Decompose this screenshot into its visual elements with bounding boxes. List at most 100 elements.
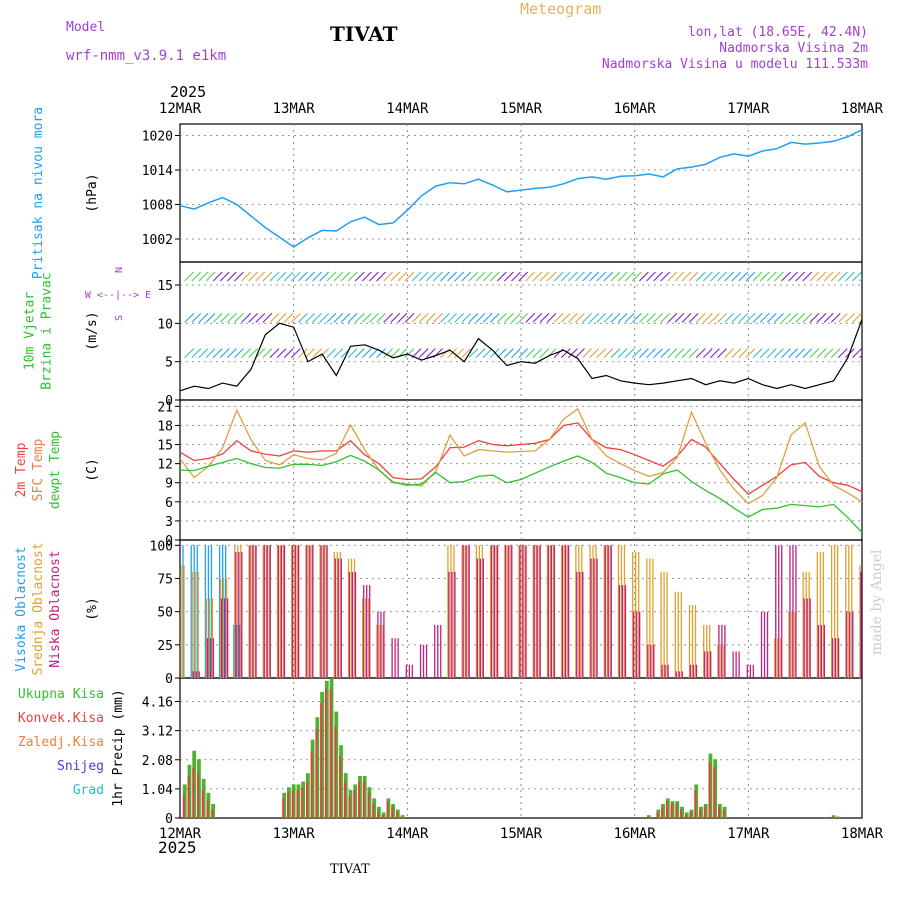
compass-row: W <--|--> E: [85, 290, 151, 301]
wind-barb: [397, 271, 408, 282]
wind-barb: [376, 348, 386, 359]
wind-barb: [859, 277, 862, 282]
wind-barb: [298, 271, 308, 282]
wind-barb: [326, 348, 337, 359]
panel-frame-temperature: [179, 399, 863, 541]
wind-barb: [418, 348, 429, 359]
precip-conv-bar: [718, 806, 720, 818]
wind-barb: [660, 271, 671, 282]
wind-barb: [361, 348, 372, 359]
model-label: Model: [66, 20, 106, 35]
wind-barb: [589, 271, 600, 282]
wind-barb: [525, 348, 536, 359]
wind-barb: [539, 271, 550, 282]
wind-barb: [752, 348, 763, 359]
wind-barb: [198, 271, 209, 282]
y-tick-label: 3: [165, 515, 173, 530]
wind-barb: [219, 312, 230, 323]
precip-conv-bar: [291, 790, 294, 818]
wind-barb: [681, 348, 692, 359]
wind-barb: [759, 312, 770, 323]
wind-barb: [532, 271, 543, 282]
wind-barb: [298, 348, 308, 359]
wind-barb: [191, 312, 202, 323]
y-axis-label: (hPa): [85, 173, 100, 212]
x-tick-label-bottom: 17MAR: [727, 826, 770, 842]
wind-barb: [624, 348, 635, 359]
wind-barb: [390, 348, 401, 359]
wind-barb: [468, 348, 479, 359]
wind-barb: [837, 271, 848, 282]
wind-barb: [234, 271, 244, 282]
wind-barb: [312, 312, 323, 323]
wind-barb: [241, 348, 251, 359]
wind-barb: [539, 348, 550, 359]
precip-conv-bar: [320, 703, 323, 818]
wind-barb: [667, 271, 678, 282]
wind-barb: [432, 312, 443, 323]
wind-barb: [830, 271, 841, 282]
wind-barb: [255, 312, 266, 323]
wind-barb: [560, 348, 571, 359]
wind-barb: [845, 271, 855, 282]
wind-barb: [369, 312, 379, 323]
y-tick-label: 1020: [142, 130, 173, 145]
wind-barb: [475, 348, 486, 359]
y-tick-label: 9: [165, 477, 173, 492]
wind-barb: [781, 348, 791, 359]
precip-conv-bar: [348, 795, 351, 818]
wind-barb: [667, 348, 678, 359]
wind-barb: [269, 312, 280, 323]
wind-barb: [454, 312, 465, 323]
wind-barb: [262, 312, 273, 323]
side-label: Pritisak na nivou mora: [31, 107, 46, 279]
wind-barb: [788, 312, 798, 323]
wind-barb: [539, 312, 550, 323]
precip-conv-bar: [339, 756, 342, 818]
y-tick-label: 3.12: [142, 725, 173, 740]
product-title: Meteogram: [520, 0, 602, 18]
precip-conv-bar: [287, 792, 289, 818]
precip-conv-bar: [381, 815, 384, 818]
tsfc-line: [179, 407, 863, 505]
wind-barb: [646, 271, 656, 282]
side-label: dewpt Temp: [48, 431, 63, 509]
wind-barb: [226, 271, 237, 282]
y-tick-label: 0: [165, 534, 173, 549]
wind-speed-line: [179, 319, 863, 392]
precip-legend-label: Snijeg: [57, 759, 104, 774]
y-tick-label: 0: [165, 812, 173, 827]
wind-barb: [766, 348, 777, 359]
precip-conv-bar: [831, 816, 834, 818]
wind-barb: [482, 312, 493, 323]
wind-barb: [418, 312, 429, 323]
wind-barb: [717, 312, 727, 323]
side-label: 2m Temp: [14, 442, 29, 497]
wind-barb: [589, 348, 600, 359]
precip-conv-bar: [305, 781, 308, 818]
precip-conv-bar: [301, 787, 304, 818]
precip-conv-bar: [386, 801, 389, 818]
wind-barb: [773, 271, 784, 282]
wind-barb: [567, 271, 578, 282]
wind-barb: [504, 271, 514, 282]
x-tick-label-top: 14MAR: [386, 101, 429, 117]
wind-barb: [759, 348, 770, 359]
wind-barb: [859, 354, 862, 359]
wind-barb: [184, 312, 195, 323]
wind-barb: [688, 348, 699, 359]
precip-conv-bar: [400, 816, 403, 818]
credit-label: made by Angel: [869, 549, 885, 656]
precip-conv-bar: [670, 804, 673, 818]
wind-barb: [248, 348, 259, 359]
wind-barb: [461, 348, 472, 359]
year-label-bottom: 2025: [158, 838, 197, 857]
wind-barb: [674, 271, 685, 282]
wind-barb: [639, 271, 649, 282]
precip-conv-bar: [708, 762, 711, 818]
wind-barb: [639, 312, 649, 323]
wind-barb: [688, 312, 699, 323]
wind-barb: [688, 271, 699, 282]
y-axis-label: 1hr Precip (mm): [111, 689, 126, 806]
